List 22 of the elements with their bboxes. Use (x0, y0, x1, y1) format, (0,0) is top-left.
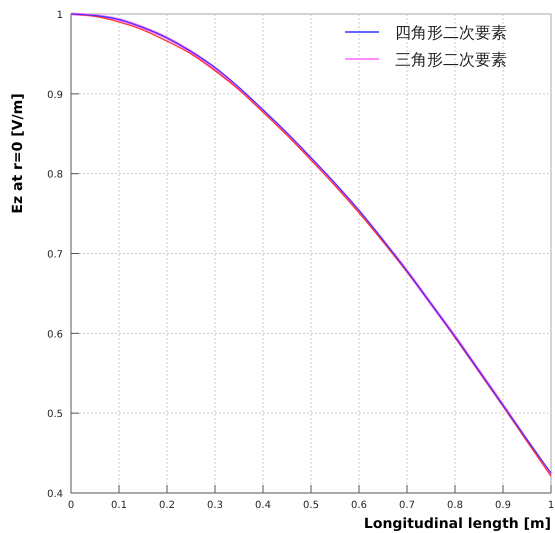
y-tick-label: 0.7 (47, 250, 63, 260)
y-tick-label: 0.9 (47, 90, 63, 101)
x-tick-label: 0.7 (399, 500, 415, 511)
x-tick-label: 0 (68, 500, 74, 511)
legend-label: 三角形二次要素 (395, 50, 507, 69)
x-tick-label: 0.2 (159, 500, 175, 511)
legend-label: 四角形二次要素 (395, 23, 507, 42)
x-tick-label: 1 (548, 500, 554, 511)
y-tick-label: 0.4 (47, 489, 63, 500)
x-tick-label: 0.4 (255, 500, 271, 511)
x-tick-label: 0.1 (111, 500, 127, 511)
y-tick-label: 0.6 (47, 329, 63, 340)
y-axis-title: Ez at r=0 [V/m] (10, 93, 26, 214)
x-tick-label: 0.6 (351, 500, 367, 511)
x-tick-label: 0.8 (447, 500, 463, 511)
x-tick-label: 0.5 (303, 500, 319, 511)
y-tick-label: 0.5 (47, 409, 63, 420)
y-tick-label: 0.8 (47, 170, 63, 181)
y-tick-label: 1 (56, 10, 63, 21)
x-tick-label: 0.9 (495, 500, 511, 511)
x-axis-title: Longitudinal length [m] (364, 516, 551, 532)
x-tick-label: 0.3 (207, 500, 223, 511)
